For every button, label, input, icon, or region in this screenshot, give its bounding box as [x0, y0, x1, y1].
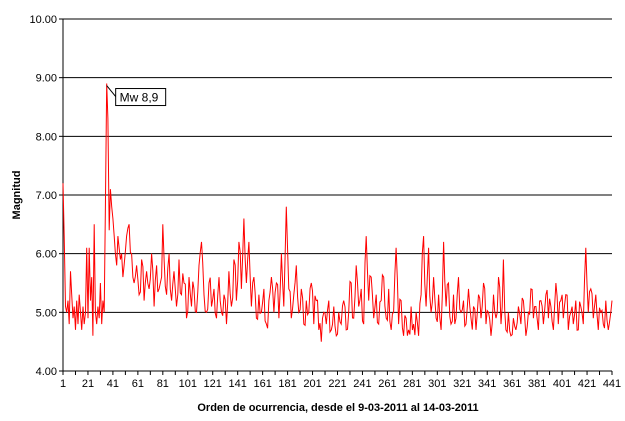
x-tick-label: 121: [204, 378, 222, 390]
x-axis-title: Orden de ocurrencia, desde el 9-03-2011 …: [197, 402, 478, 414]
series-magnitud: [62, 83, 613, 342]
x-tick-label: 161: [253, 378, 271, 390]
x-tick-label: 261: [378, 378, 396, 390]
y-tick-label: 8.00: [36, 131, 57, 143]
x-tick-label: 141: [229, 378, 247, 390]
x-tick-label: 201: [303, 378, 321, 390]
x-tick-label: 301: [428, 378, 446, 390]
x-tick-labels: 1 21 41 61 81 101 121 141 161 181 201 221 241 261 281 3…: [60, 378, 621, 390]
y-tick-label: 6.00: [36, 249, 57, 261]
annotation-leader: [106, 85, 117, 97]
y-tick-label: 7.00: [36, 190, 57, 202]
x-tick-label: 321: [453, 378, 471, 390]
series-line: [62, 83, 613, 342]
x-tick-label: 241: [353, 378, 371, 390]
x-tick-label: 441: [603, 378, 621, 390]
annotation-label: Mw 8,9: [120, 91, 159, 105]
x-tick-label: 1: [60, 378, 66, 390]
x-tick-label: 81: [157, 378, 169, 390]
y-tick-label: 5.00: [36, 307, 57, 319]
x-tick-label: 21: [82, 378, 94, 390]
y-tick-label: 10.00: [29, 14, 57, 26]
annotation: Mw 8,9: [106, 85, 167, 107]
annotation-box: [115, 88, 167, 107]
x-tick-label: 341: [478, 378, 496, 390]
x-tick-label: 421: [578, 378, 596, 390]
y-tick-labels: 4.00 5.00 6.00 7.00 8.00 9.00 10.00: [29, 14, 57, 378]
x-tick-label: 281: [403, 378, 421, 390]
x-tick-label: 381: [528, 378, 546, 390]
y-axis-title: Magnitud: [11, 171, 23, 220]
y-tick-label: 9.00: [36, 73, 57, 85]
x-tick-label: 221: [328, 378, 346, 390]
grid-lines: [63, 18, 612, 372]
x-tick-label: 401: [553, 378, 571, 390]
y-tick-label: 4.00: [36, 366, 57, 378]
x-tick-label: 181: [278, 378, 296, 390]
x-tick-label: 41: [107, 378, 119, 390]
x-tick-label: 101: [179, 378, 197, 390]
x-tick-label: 61: [132, 378, 144, 390]
x-tick-label: 361: [503, 378, 521, 390]
